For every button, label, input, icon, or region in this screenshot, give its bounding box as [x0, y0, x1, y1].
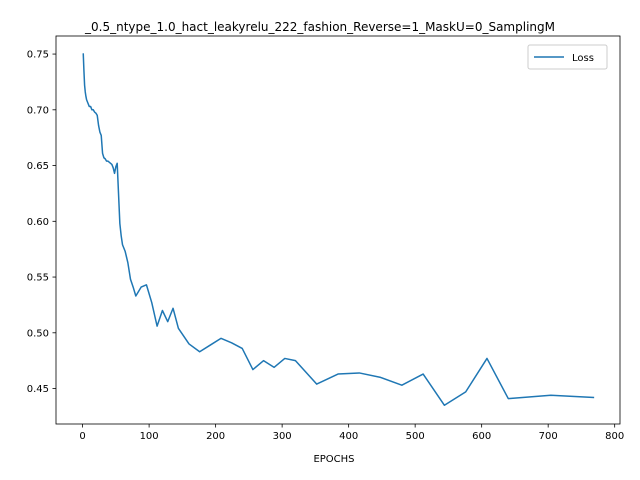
y-tick-label: 0.45: [27, 384, 49, 395]
y-tick-label: 0.65: [27, 161, 49, 172]
x-tick-label: 700: [539, 431, 558, 442]
y-tick-label: 0.60: [27, 217, 49, 228]
x-tick-label: 100: [140, 431, 159, 442]
x-tick-label: 200: [206, 431, 225, 442]
y-axis: 0.45 0.50 0.55 0.60 0.65 0.70 0.75: [27, 50, 56, 395]
legend: Loss: [527, 44, 608, 70]
x-tick-label: 300: [273, 431, 292, 442]
legend-frame: [527, 44, 608, 70]
chart-title: _0.5_ntype_1.0_hact_leakyrelu_222_fashio…: [84, 20, 555, 34]
x-tick-label: 500: [406, 431, 425, 442]
x-axis: 0 100 200 300 400 500 600 700 800: [79, 424, 624, 442]
y-tick-label: 0.75: [27, 50, 49, 61]
x-tick-label: 0: [79, 431, 85, 442]
axes-frame: [55, 35, 621, 425]
series-line-loss: [82, 53, 595, 407]
legend-label-loss: Loss: [572, 53, 594, 64]
y-tick-label: 0.50: [27, 328, 49, 339]
x-tick-label: 800: [605, 431, 624, 442]
y-tick-label: 0.70: [27, 105, 49, 116]
x-tick-label: 400: [339, 431, 358, 442]
plot-area: [55, 35, 621, 425]
x-axis-title: EPOCHS: [313, 454, 354, 465]
y-tick-label: 0.55: [27, 273, 49, 284]
x-tick-label: 600: [472, 431, 491, 442]
